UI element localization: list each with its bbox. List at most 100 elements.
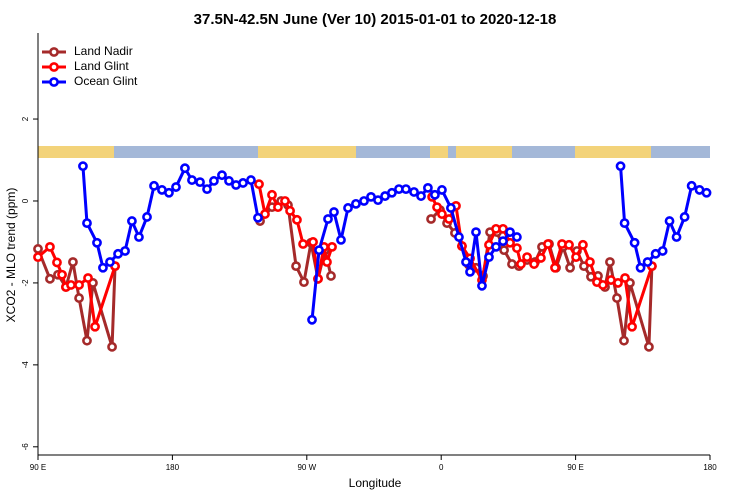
data-point xyxy=(308,237,318,247)
data-point xyxy=(657,246,668,256)
data-point xyxy=(343,203,353,213)
data-point xyxy=(465,266,475,277)
x-axis-label: Longitude xyxy=(349,476,402,490)
data-point xyxy=(83,273,93,283)
data-point xyxy=(416,191,426,201)
data-point xyxy=(671,232,682,242)
data-point xyxy=(280,196,290,206)
legend-label: Land Glint xyxy=(74,59,129,73)
data-point xyxy=(314,245,324,256)
data-point xyxy=(605,257,615,267)
data-point xyxy=(627,321,637,332)
data-point xyxy=(461,257,471,267)
data-point xyxy=(359,196,369,206)
data-point xyxy=(550,262,560,273)
data-point xyxy=(45,241,55,252)
data-point xyxy=(78,161,88,172)
data-point xyxy=(238,178,248,188)
y-tick-label: -6 xyxy=(21,443,30,451)
data-point xyxy=(253,212,263,223)
data-point xyxy=(426,214,436,224)
data-point xyxy=(195,177,205,188)
data-point xyxy=(491,241,501,252)
data-point xyxy=(598,280,608,290)
data-point xyxy=(444,214,454,224)
legend-marker xyxy=(49,62,59,72)
data-point xyxy=(430,189,440,200)
data-point xyxy=(142,212,152,222)
data-point xyxy=(446,203,456,213)
data-point xyxy=(613,278,623,288)
data-point xyxy=(52,257,62,268)
data-point xyxy=(323,214,333,224)
data-point xyxy=(292,214,302,225)
data-point xyxy=(471,227,481,238)
data-point xyxy=(327,241,337,252)
data-point xyxy=(619,218,630,229)
data-point xyxy=(635,262,646,273)
legend-label: Ocean Glint xyxy=(74,74,138,88)
data-point xyxy=(92,237,102,248)
data-point xyxy=(564,239,574,250)
data-point xyxy=(33,252,43,263)
data-point xyxy=(578,239,588,250)
data-point xyxy=(74,280,84,290)
data-point xyxy=(254,179,264,190)
data-point xyxy=(387,187,397,198)
data-point xyxy=(373,195,383,206)
y-axis-label: XCO2 - MLO trend (ppm) xyxy=(4,188,18,323)
data-point xyxy=(401,184,411,194)
data-point xyxy=(90,321,100,332)
data-point xyxy=(336,235,346,245)
data-point xyxy=(565,262,575,273)
data-point xyxy=(701,187,712,198)
data-point xyxy=(522,252,532,263)
data-point xyxy=(66,280,76,290)
data-point xyxy=(484,252,494,263)
legend-label: Land Nadir xyxy=(74,44,133,58)
data-point xyxy=(107,341,117,352)
data-point xyxy=(105,257,115,267)
data-point xyxy=(82,218,92,229)
data-point xyxy=(612,293,622,303)
data-point xyxy=(423,182,433,193)
data-point xyxy=(477,280,487,291)
data-point xyxy=(74,293,84,303)
data-point xyxy=(202,184,212,194)
x-tick-label: 180 xyxy=(166,463,180,472)
data-point xyxy=(664,216,675,226)
y-tick-label: 2 xyxy=(21,116,30,121)
data-point xyxy=(68,257,78,267)
data-point xyxy=(516,259,526,269)
data-point xyxy=(285,205,295,216)
data-point xyxy=(437,185,447,195)
data-point xyxy=(619,335,629,346)
data-point xyxy=(149,180,159,191)
x-tick-label: 90 W xyxy=(297,463,316,472)
data-point xyxy=(437,209,447,219)
data-point xyxy=(291,261,301,272)
data-point xyxy=(499,245,509,256)
data-point xyxy=(326,271,336,281)
data-point xyxy=(209,176,219,186)
data-point xyxy=(273,202,283,213)
data-point xyxy=(679,212,690,222)
data-point xyxy=(498,236,508,247)
data-point xyxy=(307,314,317,325)
data-point xyxy=(536,253,546,263)
data-point xyxy=(224,176,234,186)
data-point xyxy=(260,209,270,219)
data-point xyxy=(543,239,553,249)
data-point xyxy=(217,170,227,181)
data-point xyxy=(187,175,197,185)
data-point xyxy=(98,262,108,273)
data-point xyxy=(351,198,361,209)
data-point xyxy=(329,207,339,217)
data-point xyxy=(571,252,581,263)
data-point xyxy=(267,189,277,200)
map-strip xyxy=(38,146,710,158)
legend-marker xyxy=(49,47,59,57)
data-point xyxy=(686,180,697,191)
data-point xyxy=(299,277,309,288)
data-point xyxy=(127,216,137,226)
